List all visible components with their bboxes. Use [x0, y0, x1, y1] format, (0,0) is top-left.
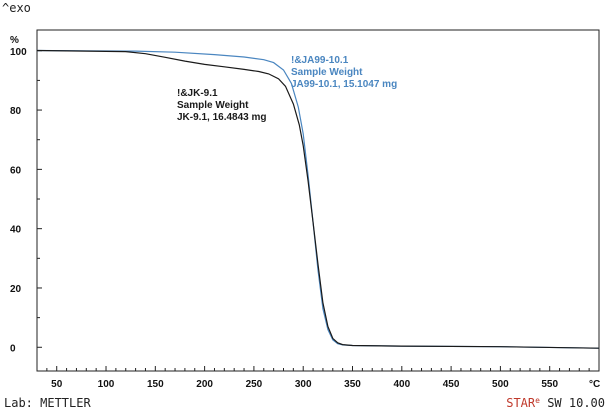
- x-tick-label: 500: [492, 379, 509, 390]
- star-logo-text: STAR: [506, 396, 536, 410]
- x-tick-label: 200: [196, 379, 213, 390]
- exo-label: ^exo: [2, 1, 31, 15]
- series-annotation-ja99-10.1: JA99-10.1, 15.1047 mg: [291, 79, 397, 90]
- series-annotation-ja99-10.1: !&JA99-10.1: [291, 55, 349, 66]
- series-line-ja99-10.1: [36, 49, 600, 349]
- y-tick-label: 60: [10, 165, 22, 176]
- x-tick-label: 300: [295, 379, 312, 390]
- x-tick-label: 250: [246, 379, 263, 390]
- y-tick-label: 0: [10, 343, 16, 354]
- series-annotation-jk-9.1: Sample Weight: [177, 100, 249, 111]
- x-tick-label: 450: [443, 379, 460, 390]
- x-tick-label: 100: [98, 379, 115, 390]
- lab-footer: Lab: METTLER: [4, 396, 91, 410]
- x-tick-label: 50: [51, 379, 63, 390]
- series-annotation-jk-9.1: !&JK-9.1: [177, 88, 218, 99]
- x-tick-label: 550: [541, 379, 558, 390]
- x-tick-label: 350: [344, 379, 361, 390]
- y-tick-label: 100: [10, 47, 27, 58]
- y-axis-unit-label: %: [10, 35, 19, 46]
- software-footer: STARe SW 10.00: [506, 396, 605, 410]
- y-tick-label: 20: [10, 284, 22, 295]
- series-annotation-jk-9.1: JK-9.1, 16.4843 mg: [177, 112, 267, 123]
- x-tick-label: 400: [393, 379, 410, 390]
- x-axis-unit-label: °C: [589, 379, 600, 390]
- software-version: SW 10.00: [539, 396, 605, 410]
- series-annotation-ja99-10.1: Sample Weight: [291, 67, 363, 78]
- y-tick-label: 80: [10, 106, 22, 117]
- y-tick-label: 40: [10, 225, 22, 236]
- series-line-jk-9.1: [36, 49, 600, 349]
- plot-frame: [36, 29, 600, 372]
- x-tick-label: 150: [147, 379, 164, 390]
- star-logo-sup: e: [535, 396, 540, 405]
